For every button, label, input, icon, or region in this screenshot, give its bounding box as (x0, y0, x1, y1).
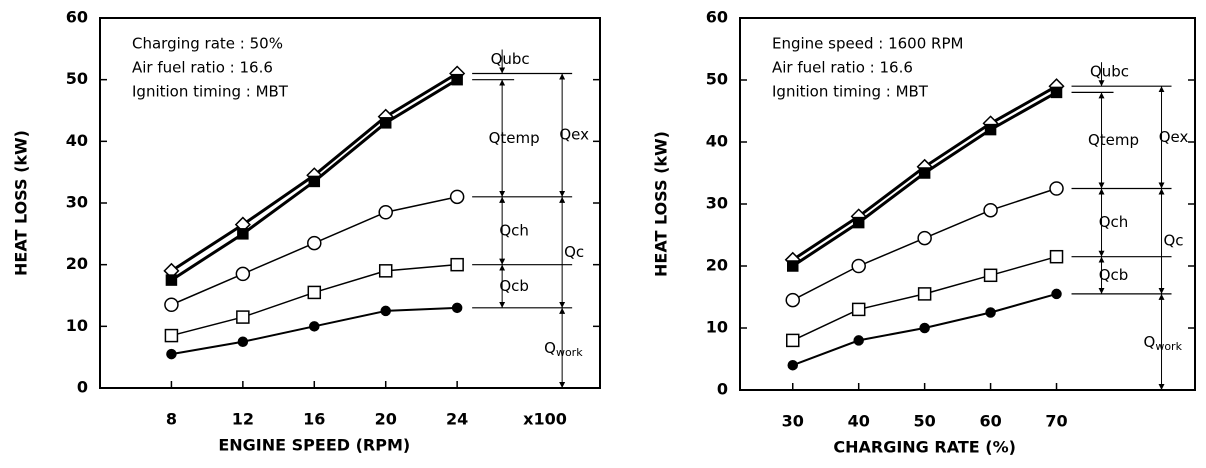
x-tick-label: 60 (979, 412, 1001, 431)
label-sub: work (1155, 340, 1182, 353)
marker (237, 336, 249, 347)
marker (164, 328, 179, 343)
bracket-label: Qubc (491, 50, 530, 68)
marker (917, 287, 932, 301)
x-unit: x100 (523, 410, 567, 429)
marker (851, 302, 866, 317)
x-tick-label: 20 (375, 410, 397, 429)
x-tick-label: 70 (1045, 412, 1067, 431)
y-tick-label: 40 (706, 132, 728, 151)
label-main: Q (1144, 332, 1156, 350)
marker (237, 228, 249, 240)
marker (380, 305, 391, 317)
marker (919, 322, 930, 334)
x-tick-label: 12 (232, 410, 254, 429)
marker (983, 202, 998, 218)
marker (450, 257, 464, 272)
y-tick-label: 60 (66, 8, 88, 27)
marker (853, 335, 864, 346)
y-tick-label: 60 (706, 8, 728, 27)
y-tick-label: 20 (706, 256, 728, 275)
note: Air fuel ratio : 16.6 (772, 59, 913, 77)
bracket-label: Qc (1163, 232, 1183, 250)
marker (1049, 181, 1064, 196)
x-tick-label: 24 (446, 410, 468, 429)
marker (307, 235, 322, 251)
marker (787, 260, 799, 272)
marker (1050, 86, 1063, 99)
label-main: Q (544, 338, 556, 356)
bracket-label: Qch (1099, 213, 1129, 231)
bracket-label: Qch (499, 221, 529, 239)
marker (235, 266, 251, 282)
bracket-label: Qc (564, 243, 584, 261)
y-axis-label: HEAT LOSS (kW) (652, 131, 671, 277)
y-tick-label: 40 (66, 131, 88, 150)
marker (1051, 288, 1062, 300)
y-tick-label: 50 (66, 69, 88, 88)
marker (307, 285, 322, 300)
y-tick-label: 0 (77, 378, 88, 397)
x-tick-label: 50 (914, 412, 936, 431)
marker (917, 230, 932, 246)
marker (787, 359, 799, 371)
marker (1049, 249, 1064, 264)
marker (985, 307, 996, 318)
x-tick-label: 30 (782, 412, 804, 431)
bracket-label: Qtemp (1088, 131, 1139, 149)
marker (786, 333, 800, 348)
x-tick-label: 40 (848, 412, 870, 431)
x-axis-label: CHARGING RATE (%) (833, 438, 1016, 457)
marker (379, 117, 392, 129)
bracket-label: Qwork (544, 338, 583, 359)
note: Ignition timing : MBT (772, 83, 929, 101)
marker (785, 292, 801, 308)
marker (852, 216, 865, 229)
bracket-label: Qex (1159, 128, 1189, 146)
y-tick-label: 20 (66, 254, 88, 273)
marker (166, 348, 177, 360)
y-tick-label: 10 (66, 316, 88, 335)
y-tick-label: 30 (706, 194, 728, 213)
bracket-label: Qubc (1090, 63, 1129, 81)
note: Air fuel ratio : 16.6 (132, 59, 273, 77)
marker (449, 189, 465, 205)
y-axis-label: HEAT LOSS (kW) (12, 130, 31, 276)
y-tick-label: 10 (706, 318, 728, 337)
marker (378, 205, 393, 220)
y-tick-label: 30 (66, 193, 88, 212)
x-tick-label: 8 (166, 410, 177, 429)
x-tick-label: 16 (303, 410, 325, 429)
marker (308, 175, 321, 188)
marker (165, 274, 178, 286)
y-tick-label: 50 (706, 70, 728, 89)
marker (378, 264, 393, 278)
marker (309, 321, 320, 332)
marker (851, 258, 866, 274)
marker (451, 73, 463, 86)
marker (984, 123, 997, 136)
bracket-label: Qcb (499, 277, 529, 295)
marker (918, 167, 931, 179)
label-sub: work (556, 346, 583, 359)
marker (164, 297, 179, 312)
marker (983, 268, 998, 283)
marker (236, 310, 250, 324)
y-tick-label: 0 (717, 380, 728, 399)
bracket-label: Qtemp (489, 129, 540, 147)
note: Engine speed : 1600 RPM (772, 35, 963, 53)
bracket-label: Qex (559, 126, 589, 144)
marker (451, 302, 463, 314)
note: Ignition timing : MBT (132, 83, 289, 101)
bracket-label: Qcb (1099, 266, 1129, 284)
bracket-label: Qwork (1144, 332, 1183, 353)
note: Charging rate : 50% (132, 35, 283, 53)
x-axis-label: ENGINE SPEED (RPM) (218, 436, 410, 455)
